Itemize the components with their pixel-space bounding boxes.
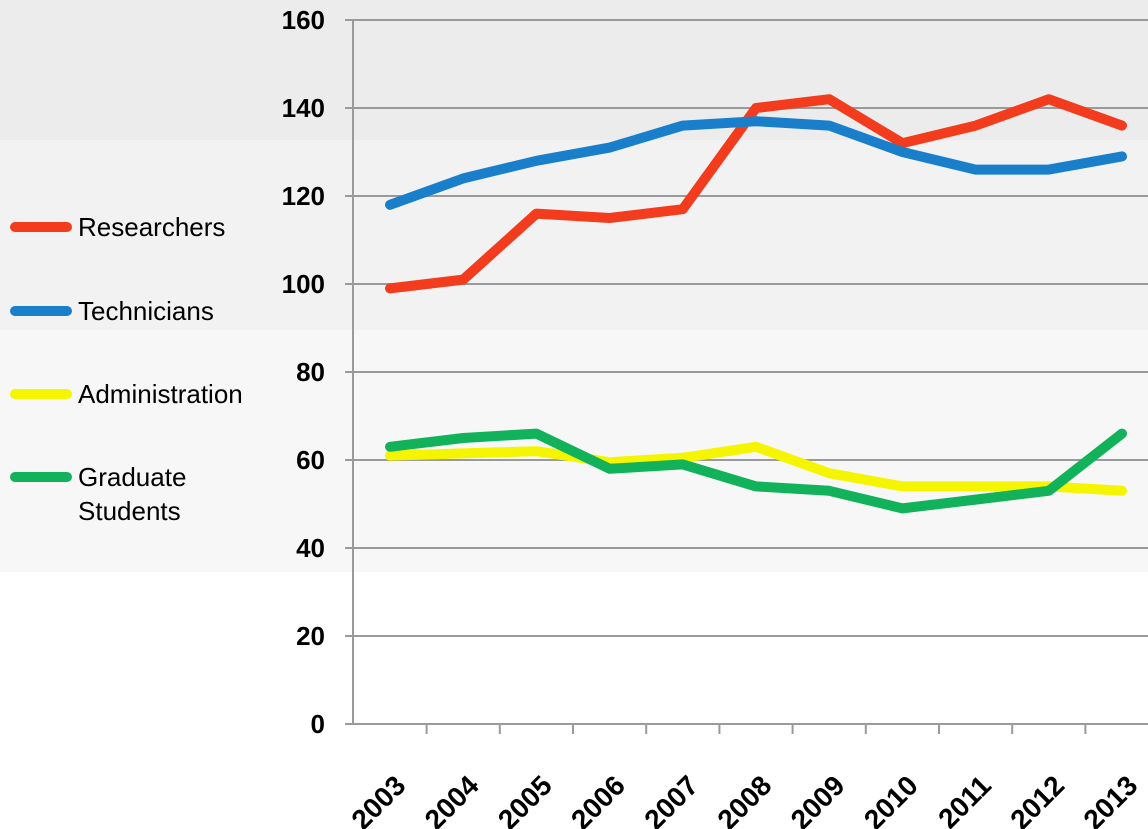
- series-line: [385, 94, 1127, 294]
- x-tick-label: 2007: [638, 770, 704, 829]
- series-line: [385, 428, 1127, 514]
- x-tick-label: 2003: [345, 770, 411, 829]
- x-tick-label: 2009: [785, 770, 851, 829]
- y-tick-label: 100: [282, 269, 325, 299]
- legend-swatch: [10, 472, 72, 482]
- series-line: [385, 116, 1127, 210]
- legend-swatch: [10, 222, 72, 232]
- series-line: [385, 441, 1127, 496]
- x-tick-label: 2011: [932, 770, 997, 829]
- legend-swatch: [10, 389, 72, 399]
- y-tick-label: 140: [282, 93, 325, 123]
- background-band: [0, 140, 1148, 330]
- x-tick-label: 2008: [711, 770, 777, 829]
- x-tick-label: 2005: [492, 770, 558, 829]
- legend-swatch: [10, 306, 72, 316]
- legend-item: Graduate Students: [10, 460, 218, 528]
- y-tick-label: 80: [296, 357, 325, 387]
- y-tick-label: 60: [296, 445, 325, 475]
- x-tick-label: 2010: [858, 770, 924, 829]
- background-band: [0, 0, 1148, 140]
- legend-label: Technicians: [78, 296, 214, 326]
- x-tick-label: 2013: [1077, 770, 1143, 829]
- x-tick-label: 2004: [419, 769, 485, 829]
- legend-label: Graduate Students: [78, 462, 187, 526]
- y-tick-label: 0: [311, 709, 325, 739]
- legend-item: Technicians: [10, 294, 268, 328]
- legend-item: Researchers: [10, 210, 268, 244]
- legend-label: Administration: [78, 379, 243, 409]
- x-tick-label: 2012: [1004, 770, 1070, 829]
- legend-item: Administration: [10, 377, 268, 411]
- legend-label: Researchers: [78, 212, 226, 242]
- y-tick-label: 160: [282, 5, 325, 35]
- x-tick-label: 2006: [565, 770, 631, 829]
- y-tick-label: 40: [296, 533, 325, 563]
- y-tick-label: 120: [282, 181, 325, 211]
- y-tick-label: 20: [296, 621, 325, 651]
